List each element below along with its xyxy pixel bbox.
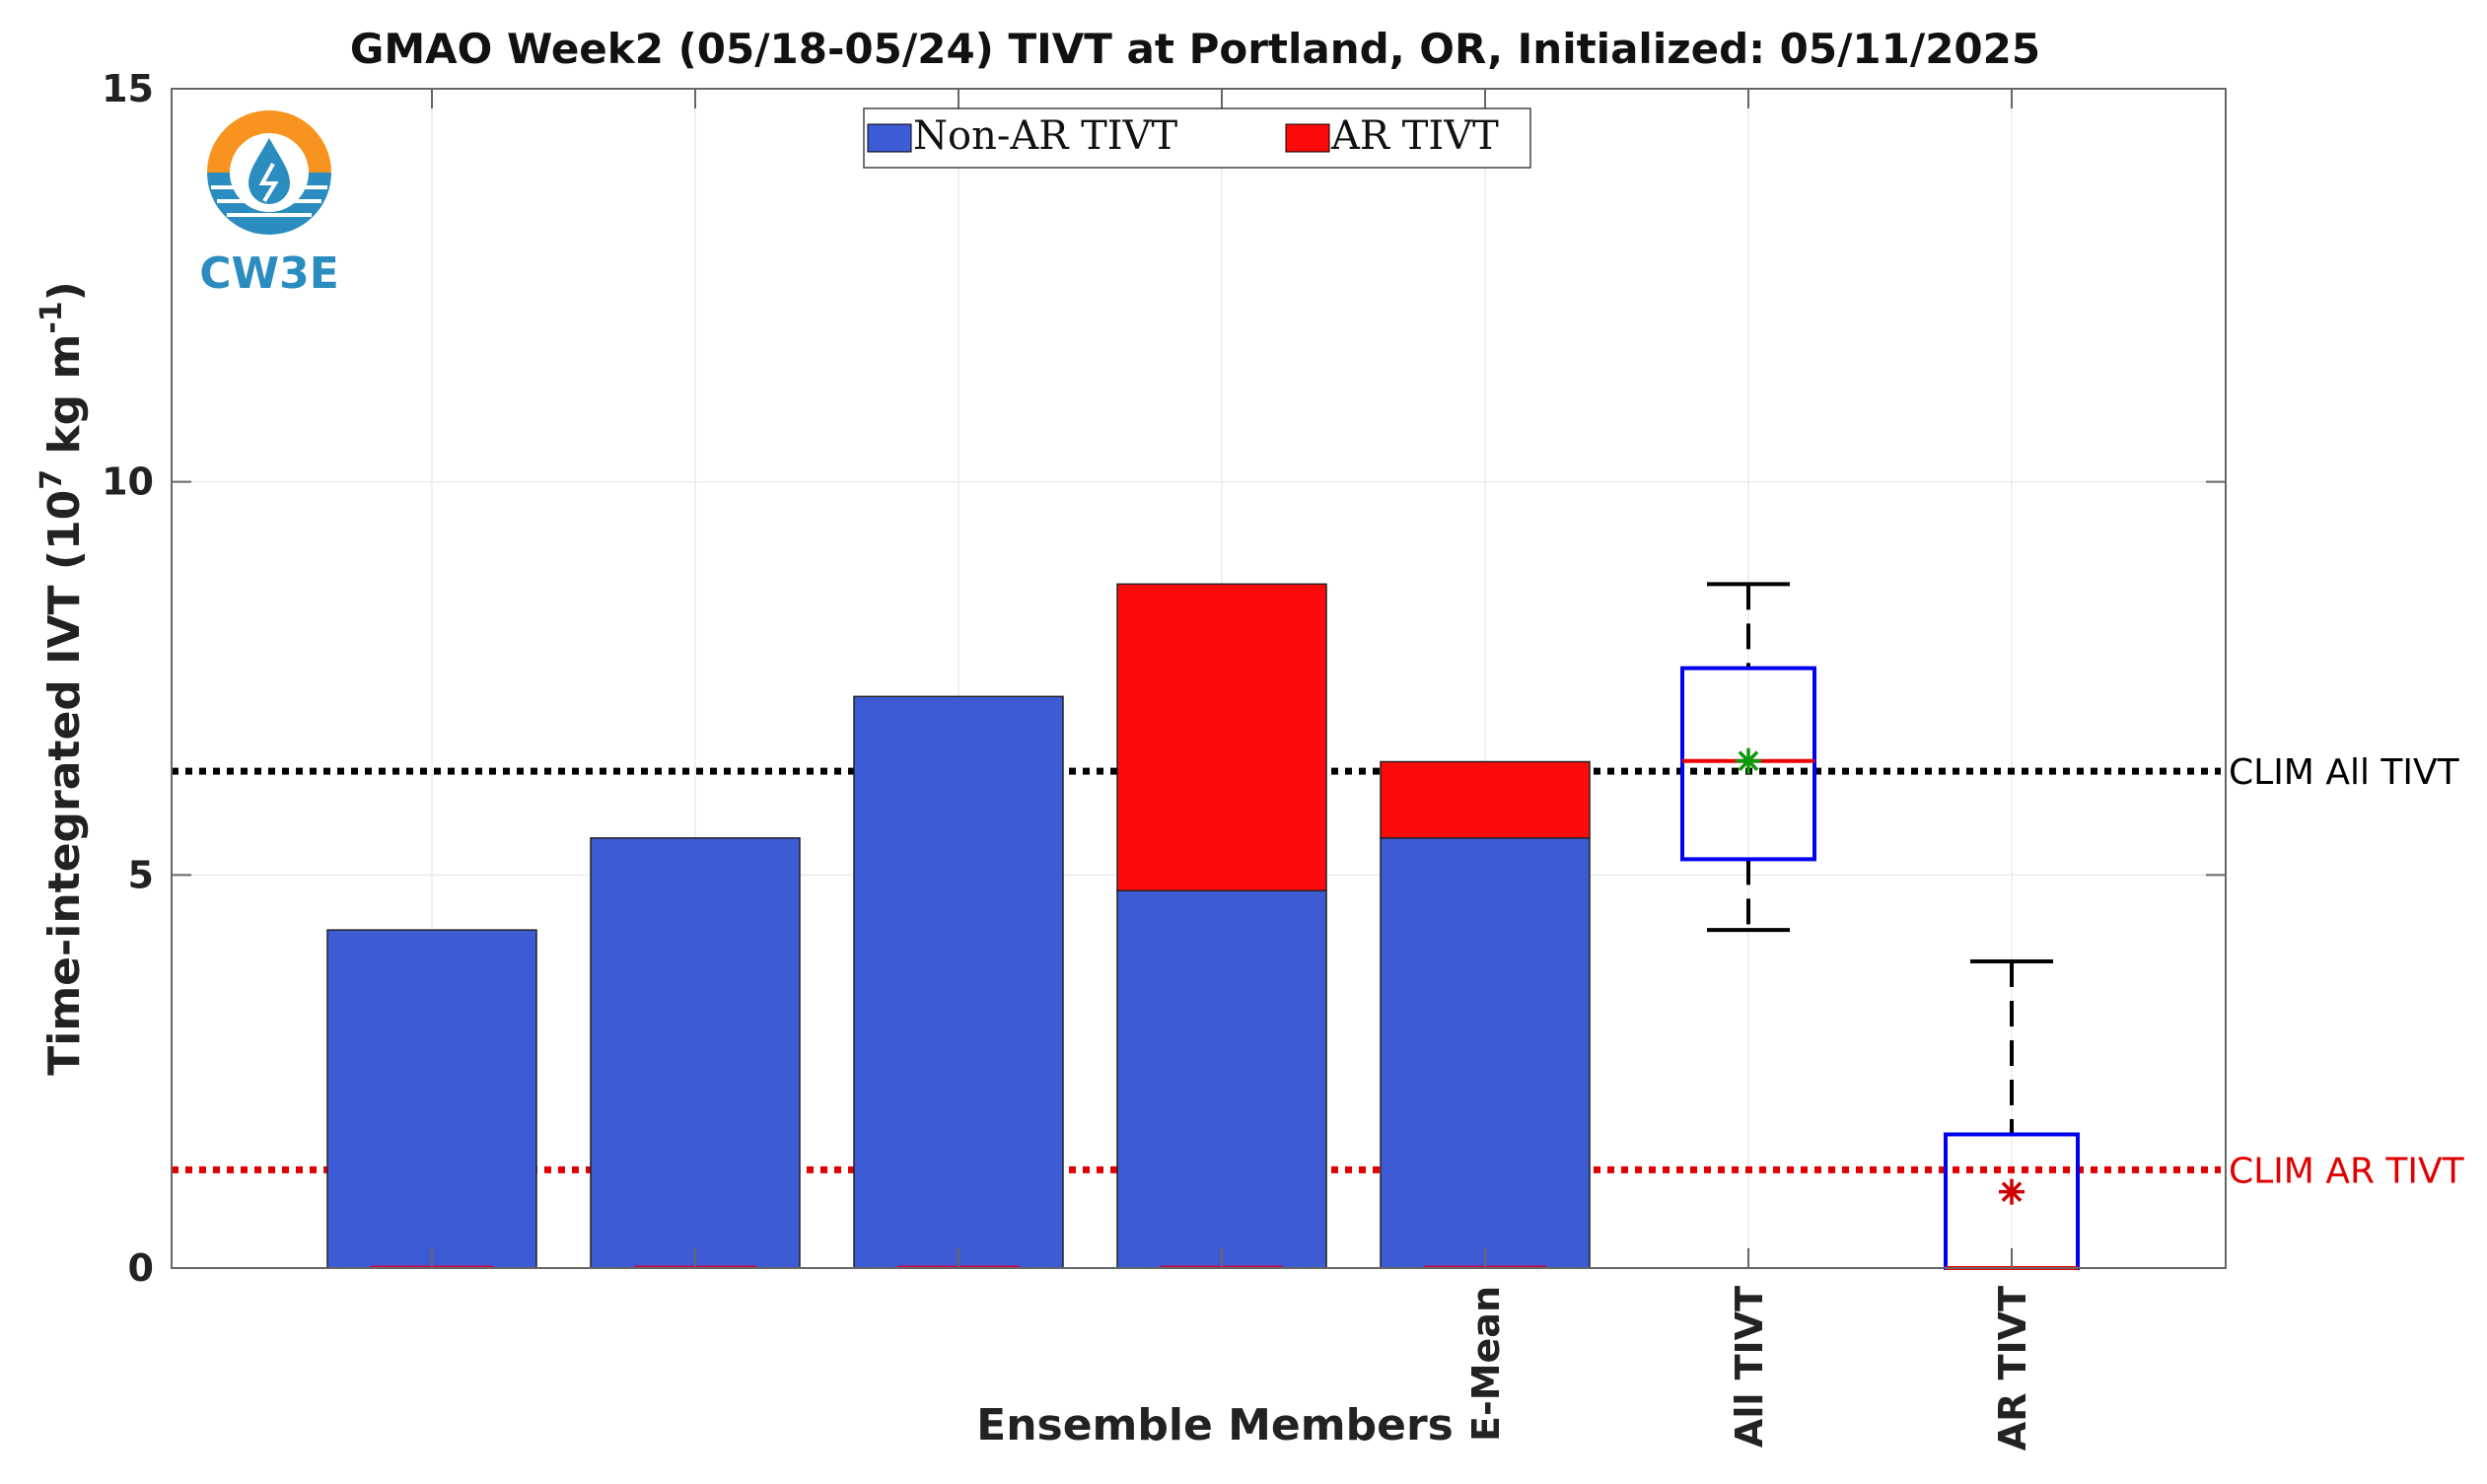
logo-text: CW3E	[199, 248, 339, 299]
bar-ar	[1116, 583, 1327, 892]
box-iqr	[1680, 666, 1816, 862]
mean-marker	[1738, 750, 1759, 772]
legend-label-non-ar: Non-AR TIVT	[913, 113, 1177, 159]
y-tick-label: 0	[128, 1246, 154, 1290]
y-axis-label: Time-integrated IVT (107 kg m-1)	[35, 281, 90, 1076]
bar-non-ar	[853, 695, 1064, 1269]
legend-swatch-non-ar	[867, 123, 912, 153]
y-tick-label: 5	[128, 853, 154, 896]
y-tick-label: 15	[102, 67, 154, 110]
legend-box	[863, 107, 1531, 169]
chart-title: GMAO Week2 (05/18-05/24) TIVT at Portlan…	[350, 25, 2040, 73]
x-tick-label: E-Mean	[1464, 1286, 1508, 1442]
x-axis: E-Mean All TIVT AR TIVT	[431, 89, 2034, 1450]
x-tick-label: All TIVT	[1728, 1286, 1771, 1448]
bolt-icon	[258, 163, 279, 203]
clim-label: CLIM AR TIVT	[2229, 1151, 2465, 1191]
legend-label-ar: AR TIVT	[1330, 113, 1499, 159]
legend: Non-AR TIVT AR TIVT	[863, 107, 1531, 169]
bar-non-ar	[1380, 837, 1591, 1269]
plot-frame	[171, 88, 2227, 1269]
legend-swatch-ar	[1285, 123, 1330, 153]
bar-non-ar	[326, 929, 537, 1269]
x-axis-label: Ensemble Members	[976, 1400, 1454, 1450]
y-axis: 0 5 10 15	[102, 67, 2226, 1290]
bar-ar	[1380, 760, 1591, 839]
bar-non-ar	[590, 837, 801, 1269]
bars	[326, 583, 1591, 1269]
clim-label: CLIM All TIVT	[2229, 752, 2460, 793]
cw3e-logo: CW3E	[199, 110, 339, 299]
x-tick-label: AR TIVT	[1991, 1286, 2034, 1450]
mean-marker	[2001, 1181, 2023, 1202]
bar-non-ar	[1116, 889, 1327, 1269]
y-tick-label: 10	[102, 460, 154, 504]
